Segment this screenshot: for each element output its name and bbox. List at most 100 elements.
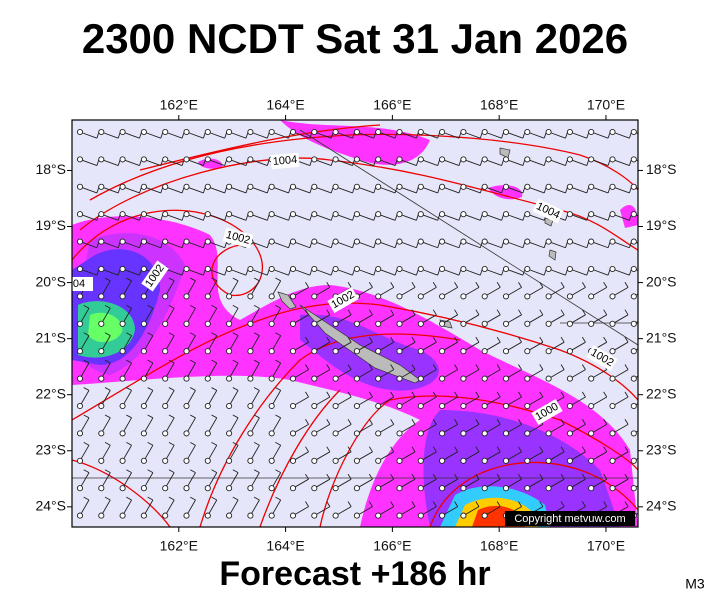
barb-station — [226, 485, 233, 492]
barb-station — [375, 238, 382, 245]
barb-station — [204, 512, 211, 519]
barb-flag — [352, 159, 355, 166]
barb-station — [76, 238, 84, 245]
barb-flag — [603, 501, 608, 507]
barb-station — [226, 265, 233, 273]
barb-flag — [437, 214, 441, 221]
barb-station — [247, 183, 254, 190]
barb-station — [247, 375, 254, 382]
barb-flag — [628, 187, 632, 194]
barb-flag — [432, 364, 437, 370]
barb-flag — [275, 332, 281, 337]
barb-station — [311, 265, 318, 273]
barb-flag — [501, 159, 504, 166]
barb-flag — [181, 132, 185, 139]
barb-station — [76, 293, 84, 300]
barb-station — [162, 183, 169, 190]
barb-flag — [168, 414, 175, 419]
barb-station — [98, 293, 105, 300]
barb-station — [183, 128, 190, 136]
barb-flag — [181, 241, 185, 248]
barb-flag — [190, 304, 196, 309]
barb-station — [311, 348, 318, 355]
barb-flag — [454, 419, 459, 425]
isobar-label-group: 04 — [72, 277, 93, 291]
barb-station — [481, 402, 488, 410]
barb-station — [630, 128, 637, 136]
barb-station — [353, 430, 360, 437]
barb-station — [588, 238, 595, 245]
barb-flag — [211, 496, 218, 501]
barb-station — [481, 485, 488, 492]
barb-flag — [160, 159, 164, 166]
barb-station — [162, 156, 169, 163]
barb-station — [119, 430, 126, 437]
barb-flag — [539, 336, 544, 343]
barb-flag — [232, 469, 239, 474]
barb-flag — [394, 269, 398, 276]
barb-flag — [651, 242, 653, 248]
barb-flag — [432, 419, 437, 425]
barb-flag — [232, 277, 239, 282]
barb-flag — [160, 241, 164, 248]
barb-station — [119, 293, 126, 300]
barb-flag — [181, 159, 185, 166]
barb-station — [98, 485, 105, 492]
barb-station — [140, 183, 147, 190]
barb-station — [119, 265, 126, 273]
barb-flag — [475, 364, 480, 370]
barb-station — [375, 293, 382, 300]
lat-tick-label: 20°S — [646, 273, 677, 289]
barb-station — [332, 348, 339, 355]
barb-station — [375, 485, 382, 492]
barb-flag — [581, 501, 586, 507]
barb-flag — [565, 241, 568, 248]
barb-station — [76, 402, 84, 410]
barb-station — [311, 183, 318, 190]
barb-station — [226, 183, 233, 190]
map-frame — [71, 119, 639, 528]
barb-flag — [253, 359, 260, 364]
barb-flag — [411, 282, 416, 288]
barb-flag — [437, 187, 441, 194]
barb-station — [545, 156, 552, 163]
barb-station — [524, 402, 531, 410]
barb-flag — [245, 132, 249, 139]
barb-station — [183, 457, 190, 464]
barb-flag — [454, 473, 459, 480]
barb-flag — [96, 269, 100, 276]
barb-flag — [479, 269, 483, 276]
barb-flag — [232, 332, 239, 337]
barb-flag — [581, 364, 586, 370]
barb-flag — [394, 214, 398, 221]
barb-flag — [368, 501, 373, 507]
barb-flag — [181, 214, 185, 221]
barb-station — [119, 320, 126, 327]
barb-flag — [211, 469, 218, 474]
barb-flag — [347, 446, 352, 453]
lat-tick-label: 23°S — [35, 441, 66, 457]
barb-station — [609, 402, 616, 410]
barb-flag — [253, 304, 260, 309]
barb-station — [204, 402, 211, 410]
barb-flag — [607, 187, 611, 194]
barb-flag — [479, 214, 483, 221]
barb-station — [502, 348, 510, 355]
barb-station — [353, 457, 360, 464]
barb-station — [204, 457, 211, 464]
barb-station — [502, 156, 510, 163]
barb-station — [162, 128, 169, 136]
barb-flag — [565, 187, 568, 194]
barb-station — [311, 156, 318, 163]
barb-station — [204, 211, 211, 218]
barb-station — [460, 485, 467, 492]
barb-station — [268, 485, 275, 492]
barb-station — [609, 128, 616, 136]
barb-flag — [309, 269, 313, 276]
barb-flag — [539, 282, 544, 288]
barb-station — [396, 457, 403, 464]
barb-flag — [394, 159, 398, 166]
barb-flag — [581, 473, 586, 480]
barb-flag — [117, 187, 121, 194]
barb-station — [396, 128, 403, 136]
